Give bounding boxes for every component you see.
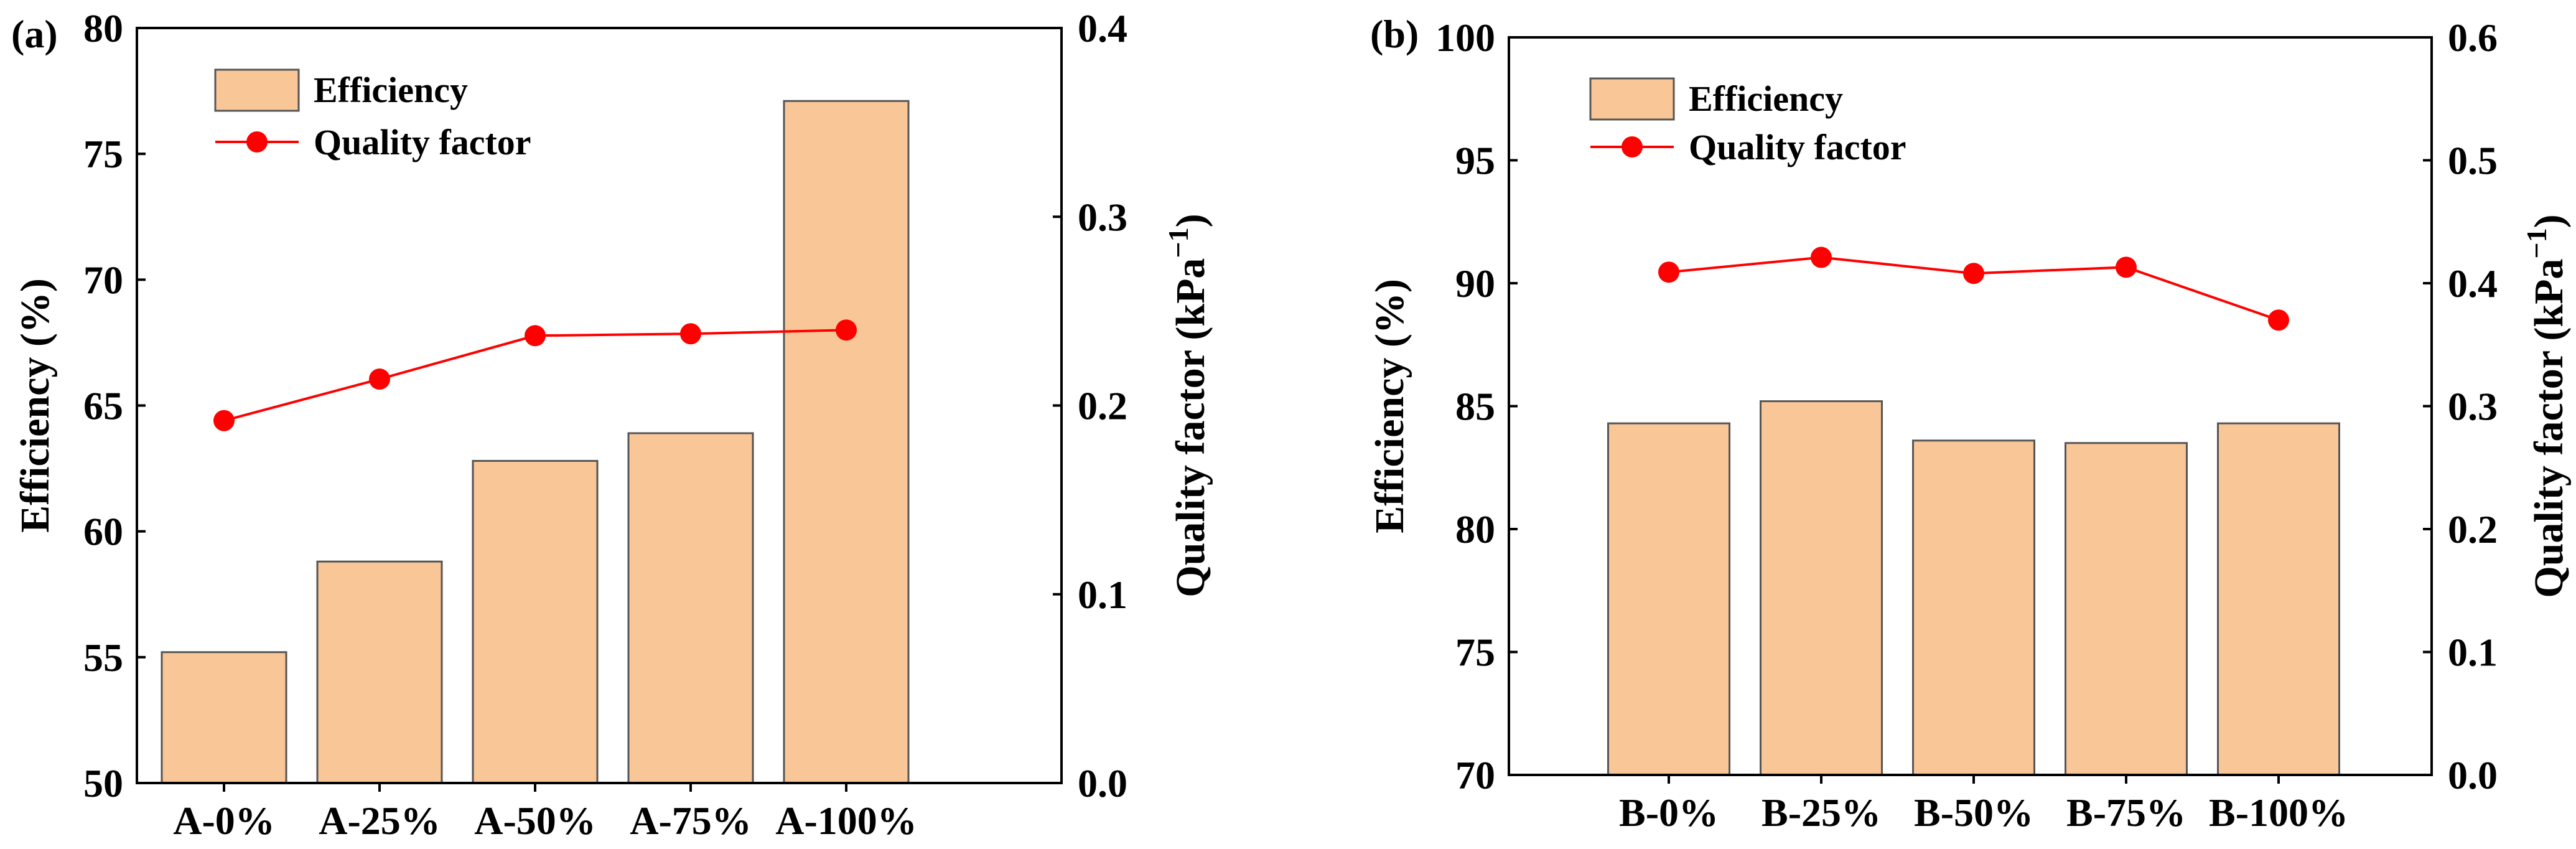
left-tick-label: 95 (1455, 139, 1495, 183)
left-tick-label: 85 (1455, 385, 1495, 429)
efficiency-bar (1607, 422, 1730, 776)
right-tick-label: 0.2 (2448, 507, 2498, 551)
x-tick-label: B-25% (1762, 790, 1881, 835)
right-tick-label: 0.1 (1078, 573, 1127, 617)
left-tick-label: 75 (1455, 631, 1495, 675)
quality-factor-point (1658, 261, 1679, 283)
quality-factor-point (525, 325, 546, 347)
legend-quality-label: Quality factor (1689, 127, 1906, 167)
quality-factor-point (680, 323, 701, 345)
efficiency-bar (2065, 442, 2188, 776)
left-tick-label: 80 (1455, 507, 1495, 551)
right-tick-label: 0.0 (1078, 761, 1127, 805)
left-tick-label: 65 (83, 384, 123, 428)
right-tick-label: 0.4 (1078, 6, 1127, 50)
x-tick-label: B-75% (2066, 790, 2186, 835)
efficiency-bar (2217, 422, 2340, 776)
legend-efficiency-label: Efficiency (314, 70, 468, 110)
legend: Efficiency Quality factor (214, 68, 531, 162)
right-tick-label: 0.3 (2448, 385, 2498, 429)
y-axis-label-left: Efficiency (%) (12, 278, 58, 533)
x-tick-label: B-100% (2209, 790, 2348, 835)
y-axis-label-right: Quality factor (kPa−1) (1162, 213, 1213, 597)
right-tick-label: 0.4 (2448, 261, 2498, 306)
y-axis-label-right-close: ) (1168, 213, 1213, 227)
left-tick-label: 70 (83, 258, 123, 302)
quality-factor-point (836, 319, 857, 341)
right-tick-label: 0.3 (1078, 195, 1127, 239)
panel-label: (a) (11, 12, 58, 56)
x-tick-label: B-50% (1914, 790, 2033, 835)
left-tick-label: 50 (83, 761, 123, 805)
x-tick-label: B-0% (1619, 790, 1719, 835)
left-tick-label: 70 (1455, 753, 1495, 797)
efficiency-bar (472, 459, 599, 784)
y-axis-label-right-close: ) (2526, 214, 2572, 228)
right-tick-label: 0.5 (2448, 139, 2498, 183)
efficiency-bar (1912, 439, 2035, 776)
left-tick-label: 90 (1455, 261, 1495, 306)
quality-factor-point (369, 368, 390, 390)
right-tick-label: 0.0 (2448, 753, 2498, 797)
quality-factor-point (2268, 309, 2289, 331)
left-tick-label: 60 (83, 510, 123, 554)
efficiency-bar (316, 560, 443, 784)
x-tick-label: A-50% (474, 799, 596, 843)
quality-factor-point (1963, 263, 1984, 284)
quality-factor-point (1811, 246, 1832, 268)
efficiency-bar (627, 432, 754, 784)
right-tick-label: 0.6 (2448, 16, 2498, 60)
legend: Efficiency Quality factor (1589, 77, 1906, 167)
right-tick-label: 0.1 (2448, 631, 2498, 675)
quality-factor-point (213, 410, 235, 431)
x-tick-label: A-100% (775, 799, 917, 843)
legend-marker-swatch (1622, 136, 1643, 157)
chart-panel-b: 70 75 80 85 90 95 100 0.0 0.1 0.2 0.3 0.4 0.5 0.6 B-0%… (1367, 12, 2572, 835)
left-tick-label: 75 (83, 132, 123, 176)
legend-efficiency-label: Efficiency (1689, 78, 1843, 119)
left-tick-label: 100 (1435, 16, 1495, 60)
legend-bar-swatch (1589, 77, 1675, 121)
y-axis-label-right-text: Quality factor (kPa (2526, 259, 2572, 598)
x-tick-label: A-25% (319, 799, 441, 843)
chart-panel-a: 50 55 60 65 70 75 80 0.0 0.1 0.2 0.3 0.4 A-0% A-25% A-… (11, 6, 1213, 843)
y-axis-label-right-sup: −1 (1162, 227, 1194, 258)
right-tick-label: 0.2 (1078, 384, 1127, 428)
panel-label: (b) (1370, 12, 1419, 56)
left-tick-label: 55 (83, 636, 123, 680)
x-tick-label: A-0% (173, 799, 275, 843)
efficiency-bar (1760, 400, 1883, 776)
y-axis-label-right-text: Quality factor (kPa (1168, 258, 1213, 598)
efficiency-bar (161, 651, 287, 784)
y-axis-label-left: Efficiency (%) (1367, 279, 1412, 533)
x-tick-label: A-75% (630, 799, 752, 843)
legend-quality-label: Quality factor (314, 122, 531, 162)
y-axis-label-right: Quality factor (kPa−1) (2521, 214, 2572, 598)
legend-marker-swatch (246, 131, 268, 152)
y-axis-label-right-sup: −1 (2521, 228, 2552, 258)
quality-factor-point (2116, 256, 2137, 278)
efficiency-bar (783, 100, 910, 784)
left-tick-label: 80 (83, 6, 123, 50)
legend-bar-swatch (214, 68, 300, 112)
